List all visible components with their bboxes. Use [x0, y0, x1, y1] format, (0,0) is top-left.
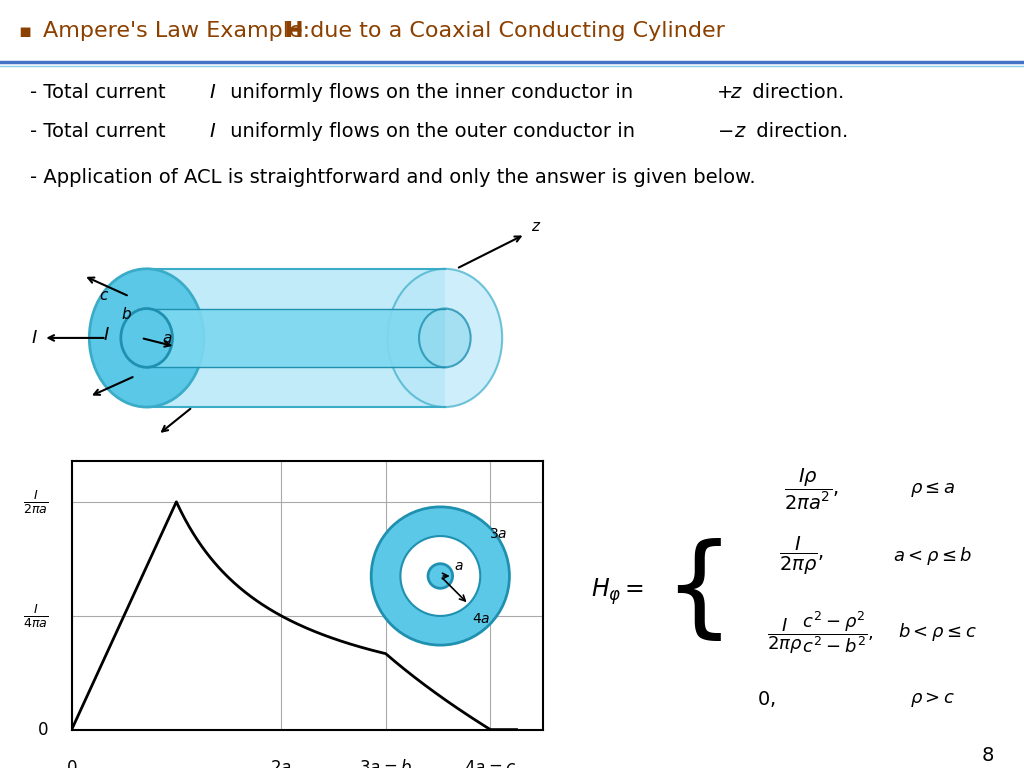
Circle shape — [428, 564, 453, 588]
Text: $\rho > c$: $\rho > c$ — [910, 690, 955, 709]
Text: $0,$: $0,$ — [757, 690, 775, 710]
Bar — [146, 309, 444, 367]
Text: uniformly flows on the outer conductor in: uniformly flows on the outer conductor i… — [224, 122, 641, 141]
Text: +: + — [717, 83, 733, 102]
Text: {: { — [663, 538, 734, 645]
Text: $\dfrac{I\rho}{2\pi a^2},$: $\dfrac{I\rho}{2\pi a^2},$ — [783, 466, 839, 512]
Circle shape — [400, 536, 480, 616]
Text: 0: 0 — [38, 720, 49, 739]
Ellipse shape — [89, 269, 204, 407]
Text: a: a — [162, 331, 171, 346]
Ellipse shape — [121, 309, 172, 367]
Text: $\dfrac{I}{2\pi\rho},$: $\dfrac{I}{2\pi\rho},$ — [779, 535, 824, 578]
Text: $3a$: $3a$ — [489, 527, 507, 541]
Text: c: c — [99, 288, 108, 303]
Text: z: z — [530, 219, 539, 233]
Text: $H_\varphi =$: $H_\varphi =$ — [591, 576, 644, 607]
Ellipse shape — [419, 309, 471, 367]
Text: - Application of ACL is straightforward and only the answer is given below.: - Application of ACL is straightforward … — [31, 168, 756, 187]
Text: $\frac{I}{2\pi a}$: $\frac{I}{2\pi a}$ — [24, 488, 49, 516]
Text: $\rho \leq a$: $\rho \leq a$ — [910, 480, 955, 498]
Text: a: a — [455, 559, 463, 573]
Text: Ampere's Law Example:: Ampere's Law Example: — [43, 21, 317, 41]
Text: I: I — [103, 326, 110, 343]
Text: $2a$: $2a$ — [270, 760, 292, 768]
Text: $b < \rho \leq c$: $b < \rho \leq c$ — [898, 621, 977, 644]
Text: z: z — [734, 122, 744, 141]
Text: I: I — [32, 329, 37, 347]
Text: 0: 0 — [67, 760, 77, 768]
Ellipse shape — [387, 269, 502, 407]
Text: due to a Coaxial Conducting Cylinder: due to a Coaxial Conducting Cylinder — [303, 21, 725, 41]
Circle shape — [371, 507, 510, 645]
Text: 8: 8 — [982, 746, 994, 765]
Text: $a < \rho \leq b$: $a < \rho \leq b$ — [893, 545, 972, 568]
Text: ▪: ▪ — [18, 22, 32, 41]
Text: - Total current: - Total current — [31, 83, 172, 102]
Text: uniformly flows on the inner conductor in: uniformly flows on the inner conductor i… — [224, 83, 639, 102]
Text: direction.: direction. — [750, 122, 848, 141]
Text: $\frac{I}{4\pi a}$: $\frac{I}{4\pi a}$ — [24, 602, 49, 630]
Text: b: b — [122, 307, 131, 322]
Text: I: I — [209, 83, 215, 102]
Bar — [146, 269, 444, 407]
Text: $4a$: $4a$ — [472, 612, 490, 626]
Text: $\dfrac{I}{2\pi\rho}\dfrac{c^2-\rho^2}{c^2-b^2},$: $\dfrac{I}{2\pi\rho}\dfrac{c^2-\rho^2}{c… — [767, 609, 873, 656]
Text: - Total current: - Total current — [31, 122, 172, 141]
Text: $4a = c$: $4a = c$ — [464, 760, 516, 768]
Text: I: I — [209, 122, 215, 141]
Text: H: H — [285, 21, 303, 41]
Text: z: z — [730, 83, 740, 102]
Text: −: − — [719, 122, 735, 141]
Ellipse shape — [121, 309, 172, 367]
Text: $3a = b$: $3a = b$ — [359, 760, 413, 768]
Text: direction.: direction. — [745, 83, 844, 102]
